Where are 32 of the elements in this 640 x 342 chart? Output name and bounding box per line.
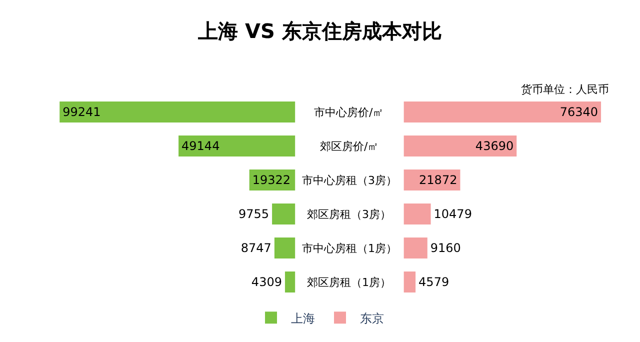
y-tick-label: 郊区房租（1房） [307, 276, 391, 289]
bar [404, 203, 431, 225]
data-label: 4309 [251, 275, 282, 289]
data-label: 99241 [62, 105, 101, 119]
bar [272, 203, 296, 225]
bar [284, 271, 296, 293]
bar [404, 135, 517, 157]
bar [404, 237, 428, 259]
chart-title: 上海 VS 东京住房成本对比 [197, 18, 442, 43]
y-tick-label: 郊区房租（3房） [307, 208, 391, 221]
data-label: 49144 [182, 139, 220, 153]
legend-label: 东京 [360, 311, 384, 326]
data-label: 19322 [252, 173, 291, 187]
y-tick-label: 市中心房租（3房） [302, 174, 397, 187]
data-label: 4579 [418, 275, 450, 289]
data-label: 76340 [560, 105, 598, 119]
y-tick-label: 郊区房价/㎡ [320, 140, 379, 153]
legend-label: 上海 [291, 311, 315, 326]
bar [60, 101, 296, 123]
data-label: 43690 [475, 139, 514, 153]
annotation: 货币单位：人民币 [521, 83, 609, 96]
bar [404, 271, 416, 293]
bar [178, 135, 296, 157]
data-label: 21872 [419, 173, 458, 187]
data-label: 8747 [240, 241, 272, 255]
bar [404, 101, 602, 123]
y-tick-label: 市中心房租（1房） [302, 242, 397, 255]
data-label: 10479 [434, 207, 472, 221]
data-label: 9755 [238, 207, 270, 221]
bar [274, 237, 296, 259]
data-label: 9160 [430, 241, 461, 255]
y-tick-label: 市中心房价/㎡ [314, 106, 384, 119]
